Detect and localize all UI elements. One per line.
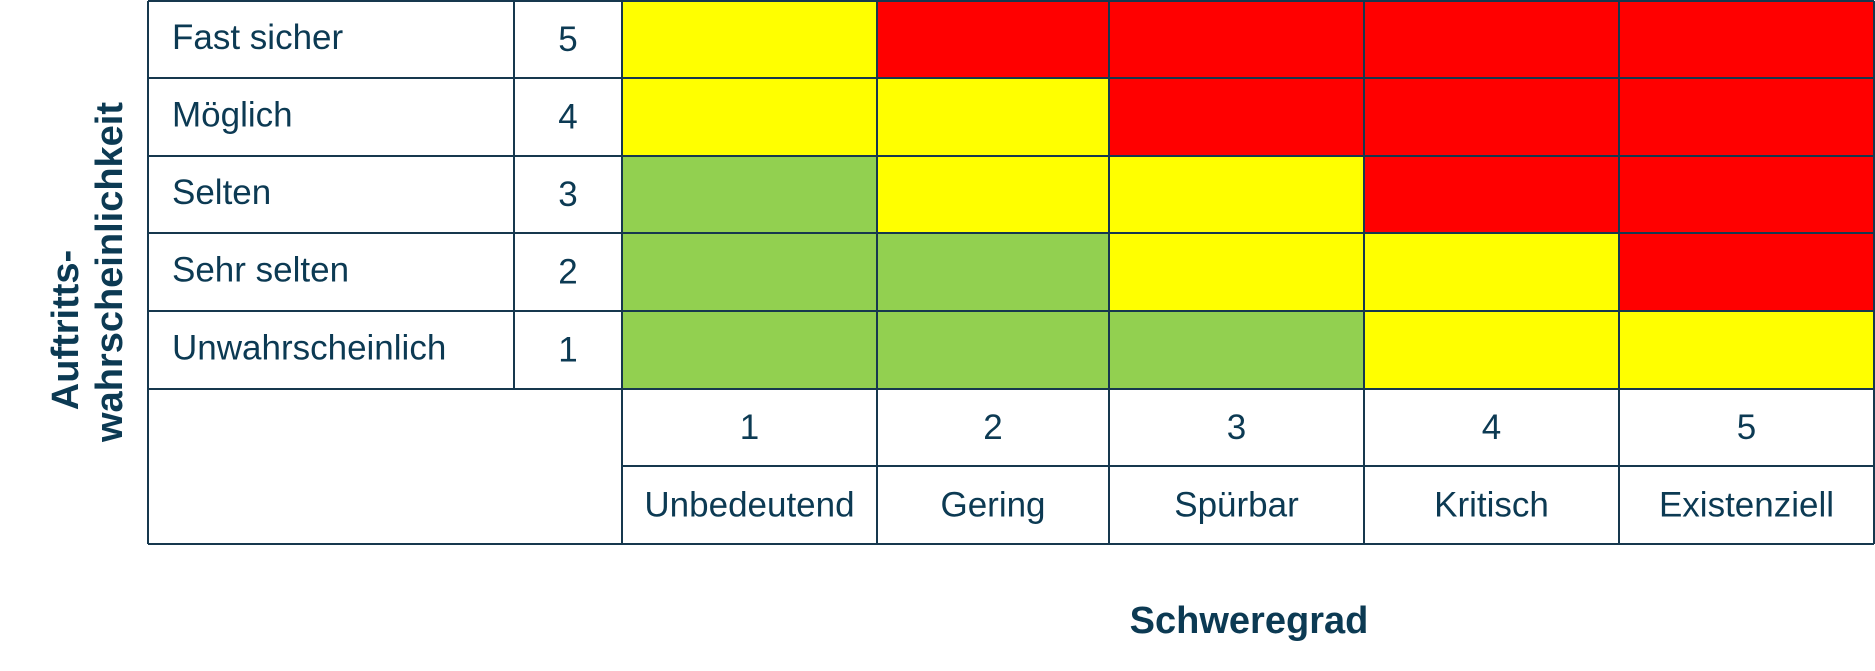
- risk-cell-medium: [622, 78, 877, 156]
- column-label: Kritisch: [1434, 485, 1549, 524]
- row-score: 2: [558, 252, 577, 291]
- row-score: 5: [558, 20, 577, 59]
- column-score: 3: [1227, 408, 1246, 447]
- risk-cell-high: [1619, 156, 1874, 233]
- y-axis-title: Auftritts-wahrscheinlichkeit: [45, 102, 131, 443]
- risk-cell-low: [622, 311, 877, 389]
- column-label: Spürbar: [1174, 485, 1299, 524]
- risk-cell-medium: [1364, 311, 1619, 389]
- row-score: 1: [558, 330, 577, 369]
- y-axis-title-line: Auftritts-: [45, 250, 87, 410]
- risk-cell-low: [877, 233, 1109, 311]
- column-score: 4: [1482, 408, 1501, 447]
- risk-cell-low: [877, 311, 1109, 389]
- risk-cell-high: [1364, 78, 1619, 156]
- column-score: 2: [983, 408, 1002, 447]
- risk-cell-high: [1109, 78, 1364, 156]
- row-score: 3: [558, 175, 577, 214]
- risk-cell-low: [622, 156, 877, 233]
- risk-cell-medium: [877, 156, 1109, 233]
- risk-cell-medium: [1109, 156, 1364, 233]
- row-label: Selten: [172, 173, 271, 212]
- risk-cell-medium: [1109, 233, 1364, 311]
- column-label: Gering: [940, 485, 1045, 524]
- risk-cells: [622, 1, 1874, 389]
- x-axis-title: Schweregrad: [1130, 600, 1369, 642]
- grid-lines: [147, 0, 1875, 545]
- labels: Fast sicher 5 Möglich 4 Selten 3 Sehr selten 2 U…: [45, 18, 1834, 642]
- risk-cell-high: [1109, 1, 1364, 78]
- row-label: Fast sicher: [172, 18, 343, 57]
- risk-cell-high: [1619, 78, 1874, 156]
- row-label: Möglich: [172, 95, 293, 134]
- risk-cell-medium: [1619, 311, 1874, 389]
- column-score: 1: [740, 408, 759, 447]
- risk-cell-high: [877, 1, 1109, 78]
- risk-cell-low: [1109, 311, 1364, 389]
- risk-cell-high: [1364, 156, 1619, 233]
- risk-cell-high: [1364, 1, 1619, 78]
- column-label: Existenziell: [1659, 485, 1834, 524]
- risk-cell-medium: [877, 78, 1109, 156]
- risk-cell-high: [1619, 1, 1874, 78]
- row-label: Unwahrscheinlich: [172, 328, 446, 367]
- risk-cell-medium: [1364, 233, 1619, 311]
- risk-cell-low: [622, 233, 877, 311]
- risk-cell-medium: [622, 1, 877, 78]
- y-axis-title-line: wahrscheinlichkeit: [89, 102, 131, 443]
- row-score: 4: [558, 97, 577, 136]
- column-score: 5: [1737, 408, 1756, 447]
- row-label: Sehr selten: [172, 250, 349, 289]
- column-label: Unbedeutend: [644, 485, 854, 524]
- risk-cell-high: [1619, 233, 1874, 311]
